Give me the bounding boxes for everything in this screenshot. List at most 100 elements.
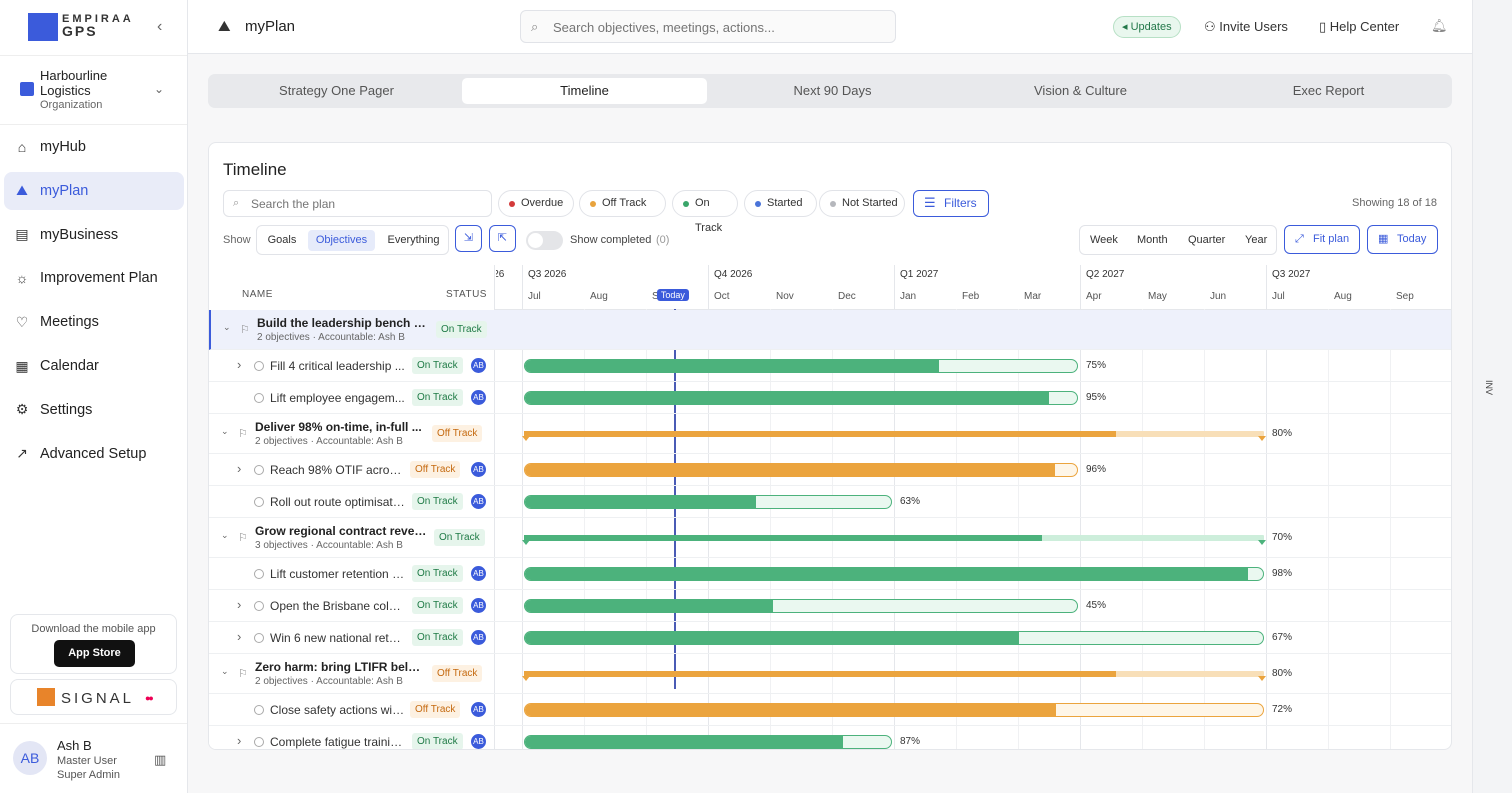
zoom-week[interactable]: Week: [1090, 234, 1118, 246]
objective-progress-bar[interactable]: [524, 631, 1264, 645]
invite-users-button[interactable]: ⚇ Invite Users: [1204, 19, 1288, 34]
objective-name[interactable]: Lift employee engagem...: [270, 391, 405, 405]
objective-name[interactable]: Close safety actions wit...: [270, 703, 405, 717]
objective-progress-bar[interactable]: [524, 359, 1078, 373]
building-switch-icon[interactable]: ▥: [154, 752, 167, 767]
app-store-button[interactable]: App Store: [54, 640, 135, 667]
zoom-quarter[interactable]: Quarter: [1188, 234, 1226, 246]
objective-row[interactable]: [209, 622, 1451, 654]
zoom-month[interactable]: Month: [1137, 234, 1168, 246]
objective-row[interactable]: [209, 486, 1451, 518]
empiraa-logo-icon[interactable]: [28, 13, 58, 41]
collapse-sidebar-icon[interactable]: ‹: [157, 18, 163, 35]
goal-row[interactable]: [209, 518, 1451, 558]
objective-row[interactable]: [209, 590, 1451, 622]
tab-timeline[interactable]: Timeline: [462, 78, 707, 104]
expand-all-icon[interactable]: ⇱: [489, 225, 516, 252]
flag-icon: ⚐: [240, 324, 250, 336]
sidebar-item-myhub[interactable]: ⌂ myHub: [4, 128, 184, 166]
collapse-all-icon[interactable]: ⇲: [455, 225, 482, 252]
sidebar-item-calendar[interactable]: ▦ Calendar: [4, 347, 184, 385]
goal-name[interactable]: Grow regional contract reven...: [255, 524, 427, 538]
objective-progress-bar[interactable]: [524, 735, 892, 749]
org-switcher[interactable]: Harbourline Logistics Organization ⌄: [0, 55, 187, 125]
plan-search-input[interactable]: [251, 195, 481, 213]
bell-icon[interactable]: 🔔︎: [1431, 18, 1448, 33]
search-input[interactable]: [553, 17, 883, 37]
goal-progress-bar[interactable]: [524, 671, 1264, 677]
objective-progress-bar[interactable]: [524, 567, 1264, 581]
chevron-right-icon[interactable]: ›: [237, 733, 242, 748]
goal-row[interactable]: [209, 414, 1451, 454]
chevron-down-icon[interactable]: ⌄: [223, 322, 231, 332]
objective-name[interactable]: Fill 4 critical leadership ...: [270, 359, 405, 373]
user-name: Ash B: [57, 738, 92, 753]
goal-name[interactable]: Deliver 98% on-time, in-full ...: [255, 420, 422, 434]
plan-search[interactable]: ⌕: [223, 190, 492, 217]
inv-side-tab[interactable]: INV: [1484, 380, 1494, 396]
today-button[interactable]: ▦ Today: [1367, 225, 1438, 254]
month-gridline: [1204, 309, 1205, 749]
show-option-objectives[interactable]: Objectives: [308, 230, 375, 251]
sidebar-item-improvement-plan[interactable]: ☼ Improvement Plan: [4, 259, 184, 297]
chevron-right-icon[interactable]: ›: [237, 357, 242, 372]
objective-row[interactable]: [209, 558, 1451, 590]
quarter-label: Q2 2027: [1086, 269, 1125, 280]
filter-chip-overdue[interactable]: Overdue: [498, 190, 574, 217]
objective-row[interactable]: [209, 454, 1451, 486]
objective-name[interactable]: Reach 98% OTIF across...: [270, 463, 405, 477]
objective-progress-bar[interactable]: [524, 391, 1078, 405]
objective-name[interactable]: Lift customer retention t...: [270, 567, 405, 581]
zoom-year[interactable]: Year: [1245, 234, 1268, 246]
chevron-down-icon[interactable]: ⌄: [221, 426, 229, 436]
tab-vision-culture[interactable]: Vision & Culture: [1034, 83, 1127, 98]
signal-widget[interactable]: SIGNAL ●●: [10, 679, 177, 715]
filter-chip-not-started[interactable]: Not Started: [819, 190, 905, 217]
goal-progress-bar[interactable]: [524, 431, 1264, 437]
show-completed-toggle[interactable]: [526, 231, 563, 250]
objective-name[interactable]: Open the Brisbane cold...: [270, 599, 405, 613]
goal-row[interactable]: [209, 654, 1451, 694]
objective-name[interactable]: Roll out route optimisati...: [270, 495, 405, 509]
sidebar-item-mybusiness[interactable]: ▤ myBusiness: [4, 216, 184, 254]
objective-row[interactable]: [209, 382, 1451, 414]
objective-name[interactable]: Win 6 new national retai...: [270, 631, 405, 645]
sidebar-item-settings[interactable]: ⚙ Settings: [4, 391, 184, 429]
objective-row[interactable]: [209, 350, 1451, 382]
updates-button[interactable]: ◂ Updates: [1113, 16, 1181, 38]
sidebar-item-myplan[interactable]: ⛰ myPlan: [4, 171, 184, 210]
objective-progress-fill: [525, 600, 774, 612]
show-option-goals[interactable]: Goals: [267, 234, 297, 246]
show-option-everything[interactable]: Everything: [387, 234, 440, 246]
chevron-right-icon[interactable]: ›: [237, 461, 242, 476]
objective-progress-bar[interactable]: [524, 599, 1078, 613]
goal-name[interactable]: Build the leadership bench fo...: [257, 316, 429, 330]
chevron-right-icon[interactable]: ›: [237, 597, 242, 612]
tab-next-90-days[interactable]: Next 90 Days: [793, 83, 872, 98]
goal-progress-bar[interactable]: [524, 535, 1264, 541]
chevron-down-icon[interactable]: ⌄: [221, 530, 229, 540]
objective-progress-bar[interactable]: [524, 495, 892, 509]
objective-name[interactable]: Complete fatigue trainin...: [270, 735, 405, 749]
filter-chip-on-track[interactable]: On Track: [672, 190, 738, 234]
objective-row[interactable]: [209, 694, 1451, 726]
help-center-button[interactable]: ▯ Help Center: [1319, 19, 1400, 34]
tab-exec-report[interactable]: Exec Report: [1292, 83, 1365, 98]
sidebar-item-meetings[interactable]: ♡ Meetings: [4, 303, 184, 341]
quarter-label: Q3 2026: [528, 269, 567, 280]
fit-plan-button[interactable]: ⤢ Fit plan: [1284, 225, 1360, 254]
chevron-down-icon: ⌄: [154, 82, 165, 96]
user-profile[interactable]: AB Ash B Master User Super Admin ▥: [0, 723, 187, 793]
tab-strategy-one-pager[interactable]: Strategy One Pager: [279, 83, 394, 98]
goal-progress-fill: [524, 431, 1116, 437]
filters-button[interactable]: ☰ Filters: [913, 190, 989, 217]
objective-progress-bar[interactable]: [524, 463, 1078, 477]
goal-name[interactable]: Zero harm: bring LTIFR below...: [255, 660, 427, 674]
filter-chip-off-track[interactable]: Off Track: [579, 190, 666, 217]
chevron-right-icon[interactable]: ›: [237, 629, 242, 644]
chevron-down-icon[interactable]: ⌄: [221, 666, 229, 676]
sidebar-item-advanced-setup[interactable]: ↗ Advanced Setup: [4, 435, 184, 473]
objective-progress-bar[interactable]: [524, 703, 1264, 717]
global-search[interactable]: ⌕: [520, 10, 896, 43]
filter-chip-started[interactable]: Started: [744, 190, 817, 217]
